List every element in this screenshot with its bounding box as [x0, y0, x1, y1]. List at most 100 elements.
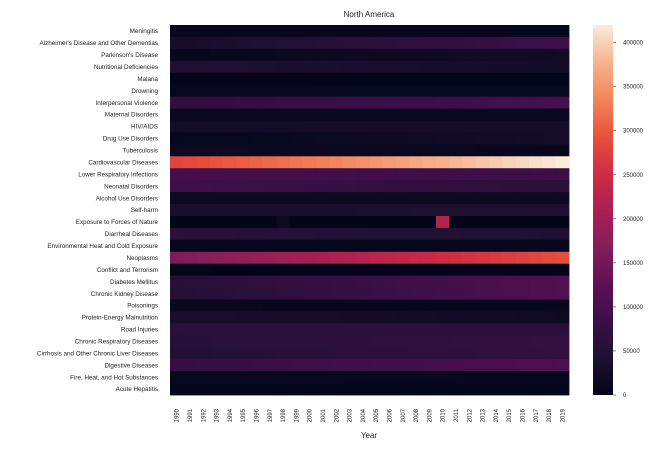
x-tick-label: 1993: [215, 408, 221, 422]
y-tick-label: Drowning: [131, 88, 158, 95]
heatmap-cell: [409, 144, 424, 157]
heatmap-cell: [515, 25, 530, 38]
heatmap-cell: [475, 156, 490, 169]
heatmap-cell: [183, 311, 197, 324]
colorbar-tick-label: 300000: [623, 129, 644, 135]
heatmap-cell: [263, 335, 277, 348]
heatmap-cell: [529, 25, 543, 38]
heatmap-cell: [502, 311, 517, 324]
heatmap-cell: [303, 192, 317, 205]
heatmap-cell: [316, 84, 330, 98]
heatmap-cell: [263, 25, 277, 38]
heatmap-cell: [436, 192, 450, 205]
heatmap-cell: [249, 72, 264, 86]
heatmap-cell: [276, 132, 291, 145]
heatmap-cell: [223, 383, 237, 396]
heatmap-cell: [396, 383, 410, 396]
heatmap-cell: [515, 287, 530, 300]
heatmap-cell: [249, 323, 264, 336]
heatmap-cell: [329, 192, 344, 205]
heatmap-cell: [436, 251, 450, 265]
heatmap-cell: [356, 168, 370, 181]
heatmap-cell: [170, 383, 184, 396]
heatmap-cell: [289, 287, 304, 300]
heatmap-cell: [462, 108, 477, 121]
heatmap-cell: [542, 215, 557, 229]
heatmap-cell: [342, 359, 357, 372]
heatmap-cell: [475, 383, 490, 396]
heatmap-cell: [209, 168, 224, 181]
heatmap-cell: [502, 335, 517, 348]
heatmap-cell: [502, 383, 517, 396]
heatmap-cell: [249, 36, 264, 50]
heatmap-cell: [249, 251, 264, 265]
heatmap-cell: [342, 371, 357, 384]
heatmap-cell: [529, 251, 543, 265]
heatmap-cell: [209, 347, 224, 360]
heatmap-cell: [342, 36, 357, 50]
heatmap-cell: [316, 383, 330, 396]
heatmap-cell: [276, 180, 291, 193]
heatmap-cell: [316, 251, 330, 265]
heatmap-cell: [475, 25, 490, 38]
heatmap-cell: [170, 359, 184, 372]
x-tick-labels: 1990 1991 1992 1993 1994 1995 1996 1997 1998 1999…: [175, 408, 567, 422]
heatmap-cell: [555, 72, 570, 86]
heatmap-cell: [555, 239, 570, 253]
heatmap-cell: [316, 263, 330, 277]
heatmap-cell: [422, 36, 437, 50]
heatmap-cell: [502, 132, 517, 145]
x-tick-label: 2007: [401, 408, 407, 422]
heatmap-cell: [329, 323, 344, 336]
heatmap-cell: [462, 180, 477, 193]
heatmap-cell: [382, 251, 397, 265]
heatmap-cell: [342, 168, 357, 181]
x-tick-label: 2002: [334, 408, 340, 422]
heatmap-cell: [276, 371, 291, 384]
heatmap-cell: [529, 84, 543, 98]
heatmap-cell: [342, 287, 357, 300]
heatmap-cell: [329, 84, 344, 98]
heatmap-cell: [515, 347, 530, 360]
heatmap-cell: [422, 383, 437, 396]
heatmap-cell: [183, 323, 197, 336]
heatmap-cell: [209, 108, 224, 121]
x-tick-label: 2018: [547, 408, 553, 422]
heatmap-cell: [369, 156, 384, 169]
heatmap-cell: [303, 263, 317, 277]
heatmap-cell: [502, 251, 517, 265]
heatmap-cell: [369, 263, 384, 277]
heatmap-cell: [422, 299, 437, 312]
heatmap-cell: [542, 371, 557, 384]
heatmap-cell: [289, 96, 304, 109]
heatmap-cell: [316, 72, 330, 86]
heatmap-cell: [263, 287, 277, 300]
heatmap-cell: [515, 299, 530, 312]
x-tick-label: 1994: [228, 408, 234, 422]
heatmap-cell: [209, 180, 224, 193]
heatmap-cell: [356, 263, 370, 277]
heatmap-cell: [276, 144, 291, 157]
x-tick-label: 2016: [520, 408, 526, 422]
heatmap-cell: [502, 215, 517, 229]
heatmap-cell: [329, 180, 344, 193]
heatmap-cell: [170, 144, 184, 157]
heatmap-cell: [170, 311, 184, 324]
heatmap-cell: [196, 227, 211, 241]
heatmap-cell: [475, 84, 490, 98]
heatmap-cell: [369, 287, 384, 300]
heatmap-cell: [303, 383, 317, 396]
y-tick-label: Alcohol Use Disorders: [96, 195, 158, 202]
heatmap-cell: [515, 239, 530, 253]
heatmap-cell: [303, 25, 317, 38]
heatmap-cell: [396, 263, 410, 277]
heatmap-cell: [555, 144, 570, 157]
heatmap-cell: [170, 335, 184, 348]
heatmap-cell: [369, 108, 384, 121]
heatmap-cell: [489, 239, 503, 253]
heatmap-cell: [170, 251, 184, 265]
heatmap-cell: [263, 251, 277, 265]
heatmap-cell: [542, 72, 557, 86]
heatmap-cell: [183, 180, 197, 193]
